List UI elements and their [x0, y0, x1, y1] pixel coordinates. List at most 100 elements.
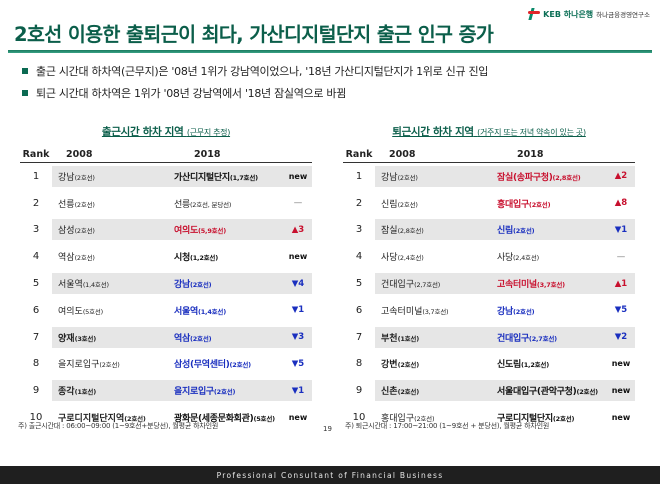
station-name: 을지로입구 — [58, 360, 100, 371]
line-info: (2호선) — [512, 227, 535, 236]
table-row: 1 강남(2호선) 가산디지털단지(1,7호선) new — [20, 163, 312, 190]
bullet-square-icon — [22, 68, 28, 74]
station-name: 여의도 — [174, 226, 198, 237]
rank-cell: 7 — [355, 331, 363, 343]
station-2008-cell: 양재(3호선) — [52, 331, 174, 344]
title-divider — [8, 50, 652, 53]
rank-change: ▼1 — [291, 305, 305, 316]
station-name: 삼성 — [58, 226, 75, 237]
line-info: (1호선) — [397, 334, 420, 343]
table-title: 퇴근시간 하차 지역 (거주지 또는 저녁 약속이 있는 곳) — [343, 124, 635, 139]
station-name: 신림 — [381, 199, 398, 210]
line-info: (2호선) — [528, 200, 551, 209]
station-2008-cell: 강남(2호선) — [375, 170, 497, 183]
row-cells: 신촌(2호선) 서울대입구(관악구청)(2호선) new — [375, 380, 635, 402]
station-2008-cell: 구로디지털단지역(2호선) — [52, 411, 174, 424]
station-name: 서울역 — [174, 306, 198, 317]
bullet-text: 퇴근 시간대 하차역은 1위가 '08년 강남역에서 '18년 잠실역으로 바뀜 — [36, 87, 347, 100]
line-info: (2,8호선) — [397, 227, 424, 236]
station-2018-cell: 구로디지털단지(2호선) — [497, 411, 607, 424]
station-name: 고속터미널 — [497, 280, 537, 291]
line-info: (2,4호선) — [512, 254, 539, 263]
table-subtitle: (근무지 추정) — [186, 128, 231, 137]
line-info: (2호선) — [397, 173, 418, 182]
rank-change: new — [611, 359, 631, 369]
table-row: 4 사당(2,4호선) 사당(2,4호선) — — [343, 243, 635, 270]
rank-change: ▲1 — [614, 278, 628, 289]
station-name: 신도림 — [497, 360, 521, 371]
line-info: (2호선) — [74, 227, 95, 236]
rank-change: new — [288, 252, 308, 262]
line-info: (5,9호선) — [197, 227, 226, 236]
rank-cell: 8 — [32, 358, 40, 370]
row-cells: 강남(2호선) 잠실(송파구청)(2,8호선) ▲2 — [375, 165, 635, 187]
row-cells: 고속터미널(3,7호선) 강남(2호선) ▼5 — [375, 300, 635, 321]
bullet-item: 출근 시간대 하차역(근무지)은 '08년 1위가 강남역이었으나, '18년 … — [22, 60, 488, 82]
rank-cell: 4 — [32, 251, 40, 263]
rank-change: new — [611, 413, 631, 423]
station-2008-cell: 을지로입구(2호선) — [52, 357, 174, 370]
station-2018-cell: 잠실(송파구청)(2,8호선) — [497, 170, 607, 183]
rank-change: ▼3 — [291, 332, 305, 343]
table-row: 2 선릉(2호선) 선릉(2호선, 분당선) — — [20, 190, 312, 217]
rank-cell: 7 — [32, 331, 40, 343]
line-info: (1,2호선) — [189, 254, 218, 263]
row-cells: 잠실(2,8호선) 신림(2호선) ▼1 — [375, 219, 635, 241]
rank-cell: 3 — [32, 224, 40, 236]
station-name: 강남 — [174, 280, 190, 291]
line-info: (2호선) — [576, 388, 598, 397]
station-2008-cell: 신림(2호선) — [375, 197, 497, 210]
station-2008-cell: 서울역(1,4호선) — [52, 277, 174, 290]
line-info: (2호선) — [124, 415, 146, 424]
station-name: 양재 — [58, 333, 75, 344]
rank-cell: 5 — [355, 278, 363, 290]
line-info: (2호선) — [512, 307, 535, 316]
station-name: 사당 — [497, 253, 513, 264]
station-name: 강남 — [58, 172, 75, 183]
line-info: (2호선) — [552, 415, 575, 424]
line-info: (2,7호선) — [414, 281, 441, 290]
station-2008-cell: 여의도(5호선) — [52, 304, 174, 317]
table-subtitle: (거주지 또는 저녁 약속이 있는 곳) — [477, 128, 586, 137]
rank-cell: 2 — [32, 197, 40, 209]
rank-change: new — [611, 386, 631, 396]
station-2008-cell: 사당(2,4호선) — [375, 250, 497, 263]
station-name: 부천 — [381, 333, 398, 344]
rank-cell: 6 — [32, 304, 40, 316]
footer-bar: Professional Consultant of Financial Bus… — [0, 466, 660, 484]
row-cells: 역삼(2호선) 시청(1,2호선) new — [52, 246, 312, 267]
row-cells: 여의도(5호선) 서울역(1,4호선) ▼1 — [52, 300, 312, 321]
station-name: 신촌 — [381, 387, 398, 398]
station-name: 역삼 — [174, 333, 190, 344]
station-name: 서울역 — [58, 280, 83, 291]
station-2018-cell: 신도림(1,2호선) — [497, 357, 607, 370]
table-row: 9 종각(1호선) 을지로입구(2호선) ▼1 — [20, 377, 312, 404]
station-2008-cell: 부천(1호선) — [375, 331, 497, 344]
line-info: (2호선, 분당선) — [189, 200, 232, 209]
line-info: (1,4호선) — [82, 281, 109, 290]
station-2008-cell: 선릉(2호선) — [52, 197, 174, 210]
station-2008-cell: 고속터미널(3,7호선) — [375, 304, 497, 317]
station-2008-cell: 홍대입구(2호선) — [375, 411, 497, 424]
station-name: 홍대입구 — [381, 414, 415, 425]
rank-cell: 1 — [32, 170, 40, 182]
row-cells: 선릉(2호선) 선릉(2호선, 분당선) — — [52, 193, 312, 214]
header-2008: 2008 — [66, 148, 93, 160]
table-row: 6 고속터미널(3,7호선) 강남(2호선) ▼5 — [343, 297, 635, 324]
table-row: 8 강변(2호선) 신도림(1,2호선) new — [343, 351, 635, 378]
station-2018-cell: 건대입구(2,7호선) — [497, 331, 607, 344]
line-info: (2호선) — [189, 334, 212, 343]
station-2018-cell: 가산디지털단지(1,7호선) — [174, 170, 284, 183]
header-2018: 2018 — [194, 148, 221, 160]
line-info: (2호선) — [414, 415, 435, 424]
table-row: 6 여의도(5호선) 서울역(1,4호선) ▼1 — [20, 297, 312, 324]
station-2018-cell: 강남(2호선) — [174, 277, 284, 290]
bullet-item: 퇴근 시간대 하차역은 1위가 '08년 강남역에서 '18년 잠실역으로 바뀜 — [22, 82, 488, 104]
table-row: 5 건대입구(2,7호선) 고속터미널(3,7호선) ▲1 — [343, 270, 635, 297]
station-2018-cell: 역삼(2호선) — [174, 331, 284, 344]
station-name: 잠실 — [381, 226, 398, 237]
line-info: (2호선) — [189, 281, 212, 290]
line-info: (2호선) — [397, 200, 418, 209]
table-title: 출근시간 하차 지역 (근무지 추정) — [20, 124, 312, 139]
line-info: (1호선) — [74, 388, 97, 397]
